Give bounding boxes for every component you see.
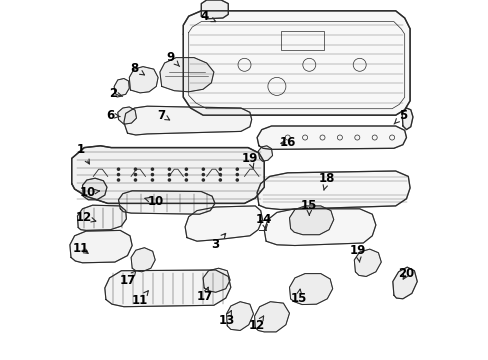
Polygon shape <box>392 267 416 299</box>
Polygon shape <box>289 274 332 305</box>
Polygon shape <box>70 230 132 263</box>
Polygon shape <box>114 78 129 96</box>
Circle shape <box>134 174 136 176</box>
Circle shape <box>168 174 170 176</box>
Polygon shape <box>401 108 412 130</box>
Polygon shape <box>258 146 272 161</box>
Text: 12: 12 <box>76 211 96 224</box>
Polygon shape <box>118 191 215 214</box>
Circle shape <box>151 168 153 170</box>
Text: 10: 10 <box>80 186 99 199</box>
Polygon shape <box>77 205 126 230</box>
Text: 15: 15 <box>290 289 306 305</box>
Polygon shape <box>226 302 253 330</box>
Text: 11: 11 <box>132 291 148 307</box>
Circle shape <box>151 174 153 176</box>
Circle shape <box>202 179 204 181</box>
Text: 15: 15 <box>301 199 317 215</box>
Polygon shape <box>129 67 158 93</box>
Text: 18: 18 <box>319 172 335 190</box>
Circle shape <box>185 168 187 170</box>
Polygon shape <box>183 11 409 115</box>
Text: 4: 4 <box>201 10 215 23</box>
Circle shape <box>219 174 221 176</box>
Polygon shape <box>254 302 289 332</box>
Polygon shape <box>257 171 409 210</box>
Circle shape <box>117 174 120 176</box>
Text: 11: 11 <box>72 242 89 255</box>
Text: 20: 20 <box>398 267 414 280</box>
Circle shape <box>134 179 136 181</box>
Text: 17: 17 <box>119 271 136 287</box>
Polygon shape <box>118 107 136 124</box>
Circle shape <box>202 168 204 170</box>
Text: 6: 6 <box>106 109 120 122</box>
Circle shape <box>151 179 153 181</box>
Polygon shape <box>354 249 381 276</box>
Polygon shape <box>123 106 251 135</box>
Circle shape <box>117 168 120 170</box>
Circle shape <box>236 168 238 170</box>
Bar <box>280 31 323 50</box>
Text: 10: 10 <box>144 195 164 208</box>
Circle shape <box>236 179 238 181</box>
Text: 3: 3 <box>211 233 225 251</box>
Polygon shape <box>257 126 406 149</box>
Circle shape <box>202 174 204 176</box>
Text: 17: 17 <box>196 287 213 303</box>
Text: 9: 9 <box>166 51 179 67</box>
Text: 13: 13 <box>218 311 234 327</box>
Text: 16: 16 <box>279 136 295 149</box>
Circle shape <box>168 168 170 170</box>
Circle shape <box>168 179 170 181</box>
Circle shape <box>236 174 238 176</box>
Circle shape <box>117 179 120 181</box>
Circle shape <box>185 179 187 181</box>
Polygon shape <box>203 268 230 292</box>
Text: 7: 7 <box>157 109 169 122</box>
Polygon shape <box>104 270 230 307</box>
Text: 2: 2 <box>109 87 122 100</box>
Text: 12: 12 <box>248 316 264 332</box>
Polygon shape <box>201 0 228 19</box>
Circle shape <box>134 168 136 170</box>
Polygon shape <box>289 206 333 235</box>
Text: 19: 19 <box>241 152 258 168</box>
Circle shape <box>219 168 221 170</box>
Text: 19: 19 <box>349 244 366 262</box>
Text: 1: 1 <box>77 143 89 164</box>
Circle shape <box>185 174 187 176</box>
Text: 14: 14 <box>256 213 272 229</box>
Polygon shape <box>72 146 264 203</box>
Text: 8: 8 <box>130 62 144 75</box>
Text: 5: 5 <box>393 109 406 124</box>
Polygon shape <box>131 248 155 272</box>
Polygon shape <box>160 58 213 92</box>
Circle shape <box>219 179 221 181</box>
Polygon shape <box>185 206 262 241</box>
Polygon shape <box>264 209 375 246</box>
Polygon shape <box>82 178 107 200</box>
